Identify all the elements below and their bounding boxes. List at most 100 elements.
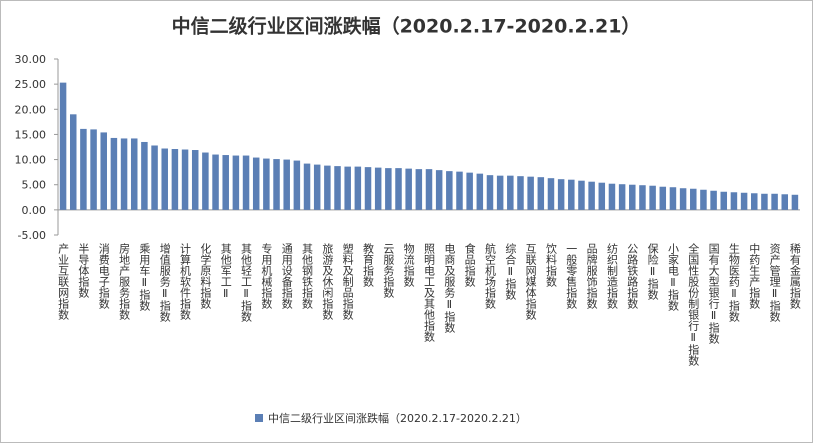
bar [181,149,189,210]
bar [354,166,362,210]
bar [120,138,128,210]
x-tick-label: 消费电子指数 [97,242,110,310]
chart-title: 中信二级行业区间涨跌幅（2020.2.17-2020.2.21） [172,15,641,38]
bar [293,160,301,210]
x-tick-label: 其他军工Ⅱ [219,243,232,300]
bar [639,185,646,210]
bar [690,188,697,210]
x-tick-label: 中药生产指数 [748,243,761,310]
bar [557,179,565,210]
bar [507,175,514,210]
bar [720,191,728,210]
y-tick-label: 0.00 [22,204,47,217]
bar [740,192,748,210]
x-tick-label: 稀有金属指数 [788,243,801,310]
bar [212,154,219,210]
bar [659,186,667,210]
bar [151,145,158,210]
x-tick-label: 电商及服务Ⅱ指数 [443,243,456,334]
bar [781,194,789,210]
bar [374,167,382,210]
x-tick-label: 生物医药Ⅱ指数 [727,242,740,323]
bar [130,138,138,210]
bar [517,176,524,210]
x-tick-label: 产业互联网指数 [57,242,70,321]
bar [791,194,799,210]
x-tick-label: 全国性股份制银行Ⅱ指数 [687,242,700,367]
x-tick-label: 旅游及休闲指数 [321,242,334,321]
x-tick-label: 计算机软件指数 [179,243,192,321]
x-tick-label: 云服务指数 [382,243,395,299]
y-tick-label: 20.00 [15,103,47,116]
bar [313,164,321,210]
y-tick-label: 30.00 [15,53,47,66]
bar [334,166,341,210]
bar [222,155,229,210]
bar [110,137,118,210]
bar [141,141,148,210]
x-tick-label: 一般零售指数 [565,243,578,310]
bar [710,190,717,210]
bar [679,188,687,210]
bar [69,114,77,210]
bar [405,168,412,210]
bar [578,180,585,210]
bar [171,149,179,210]
bar [486,175,494,210]
bar [629,184,636,210]
y-tick-label: 25.00 [15,78,47,91]
x-tick-label: 乘用车Ⅱ指数 [138,243,151,312]
x-tick-label: 物流指数 [402,242,415,288]
bar [263,158,270,210]
bar [608,183,616,210]
bar [232,155,240,210]
bar [618,184,626,210]
x-tick-label: 品牌服饰指数 [585,243,598,310]
x-tick-label: 其他轻工Ⅱ指数 [240,243,253,323]
bar [90,129,97,210]
x-tick-label: 资产管理Ⅱ指数 [768,243,781,323]
x-tick-label: 塑料及制品指数 [341,242,354,321]
bar [415,169,423,210]
bar [547,178,555,210]
x-tick-label: 教育指数 [362,243,375,288]
x-tick-label: 公路铁路指数 [626,243,639,310]
x-tick-label: 照明电工及其他指数 [423,243,436,343]
bar [456,171,463,210]
bar [242,155,250,210]
bar [161,148,168,210]
x-tick-label: 化学原料指数 [199,242,212,310]
bar [364,167,372,210]
bar [273,159,280,210]
x-tick-label: 纺织制造指数 [605,242,618,310]
bar [588,181,595,210]
bar [252,157,260,210]
legend-label: 中信二级行业区间涨跌幅（2020.2.17-2020.2.21） [268,411,527,425]
bar [771,193,778,210]
bar [303,163,311,210]
bar [649,185,656,210]
bar [344,166,351,210]
bar [80,128,87,210]
bar [385,168,392,210]
bar [466,172,473,210]
bar [100,132,107,210]
bar [761,193,768,210]
bar [446,171,453,210]
x-tick-label: 增值服务Ⅱ指数 [158,242,171,323]
bar [700,189,707,210]
y-tick-label: 15.00 [15,128,47,141]
bar [527,176,534,210]
legend-swatch [255,414,263,422]
bar [395,168,402,210]
bar [751,193,758,210]
y-tick-label: 10.00 [15,154,47,167]
bar [496,175,504,210]
bar [598,182,606,210]
x-tick-label: 房地产服务指数 [118,243,131,321]
bar [537,177,545,210]
y-tick-label: 5.00 [22,179,47,192]
bar [568,179,575,210]
bar [324,165,331,210]
